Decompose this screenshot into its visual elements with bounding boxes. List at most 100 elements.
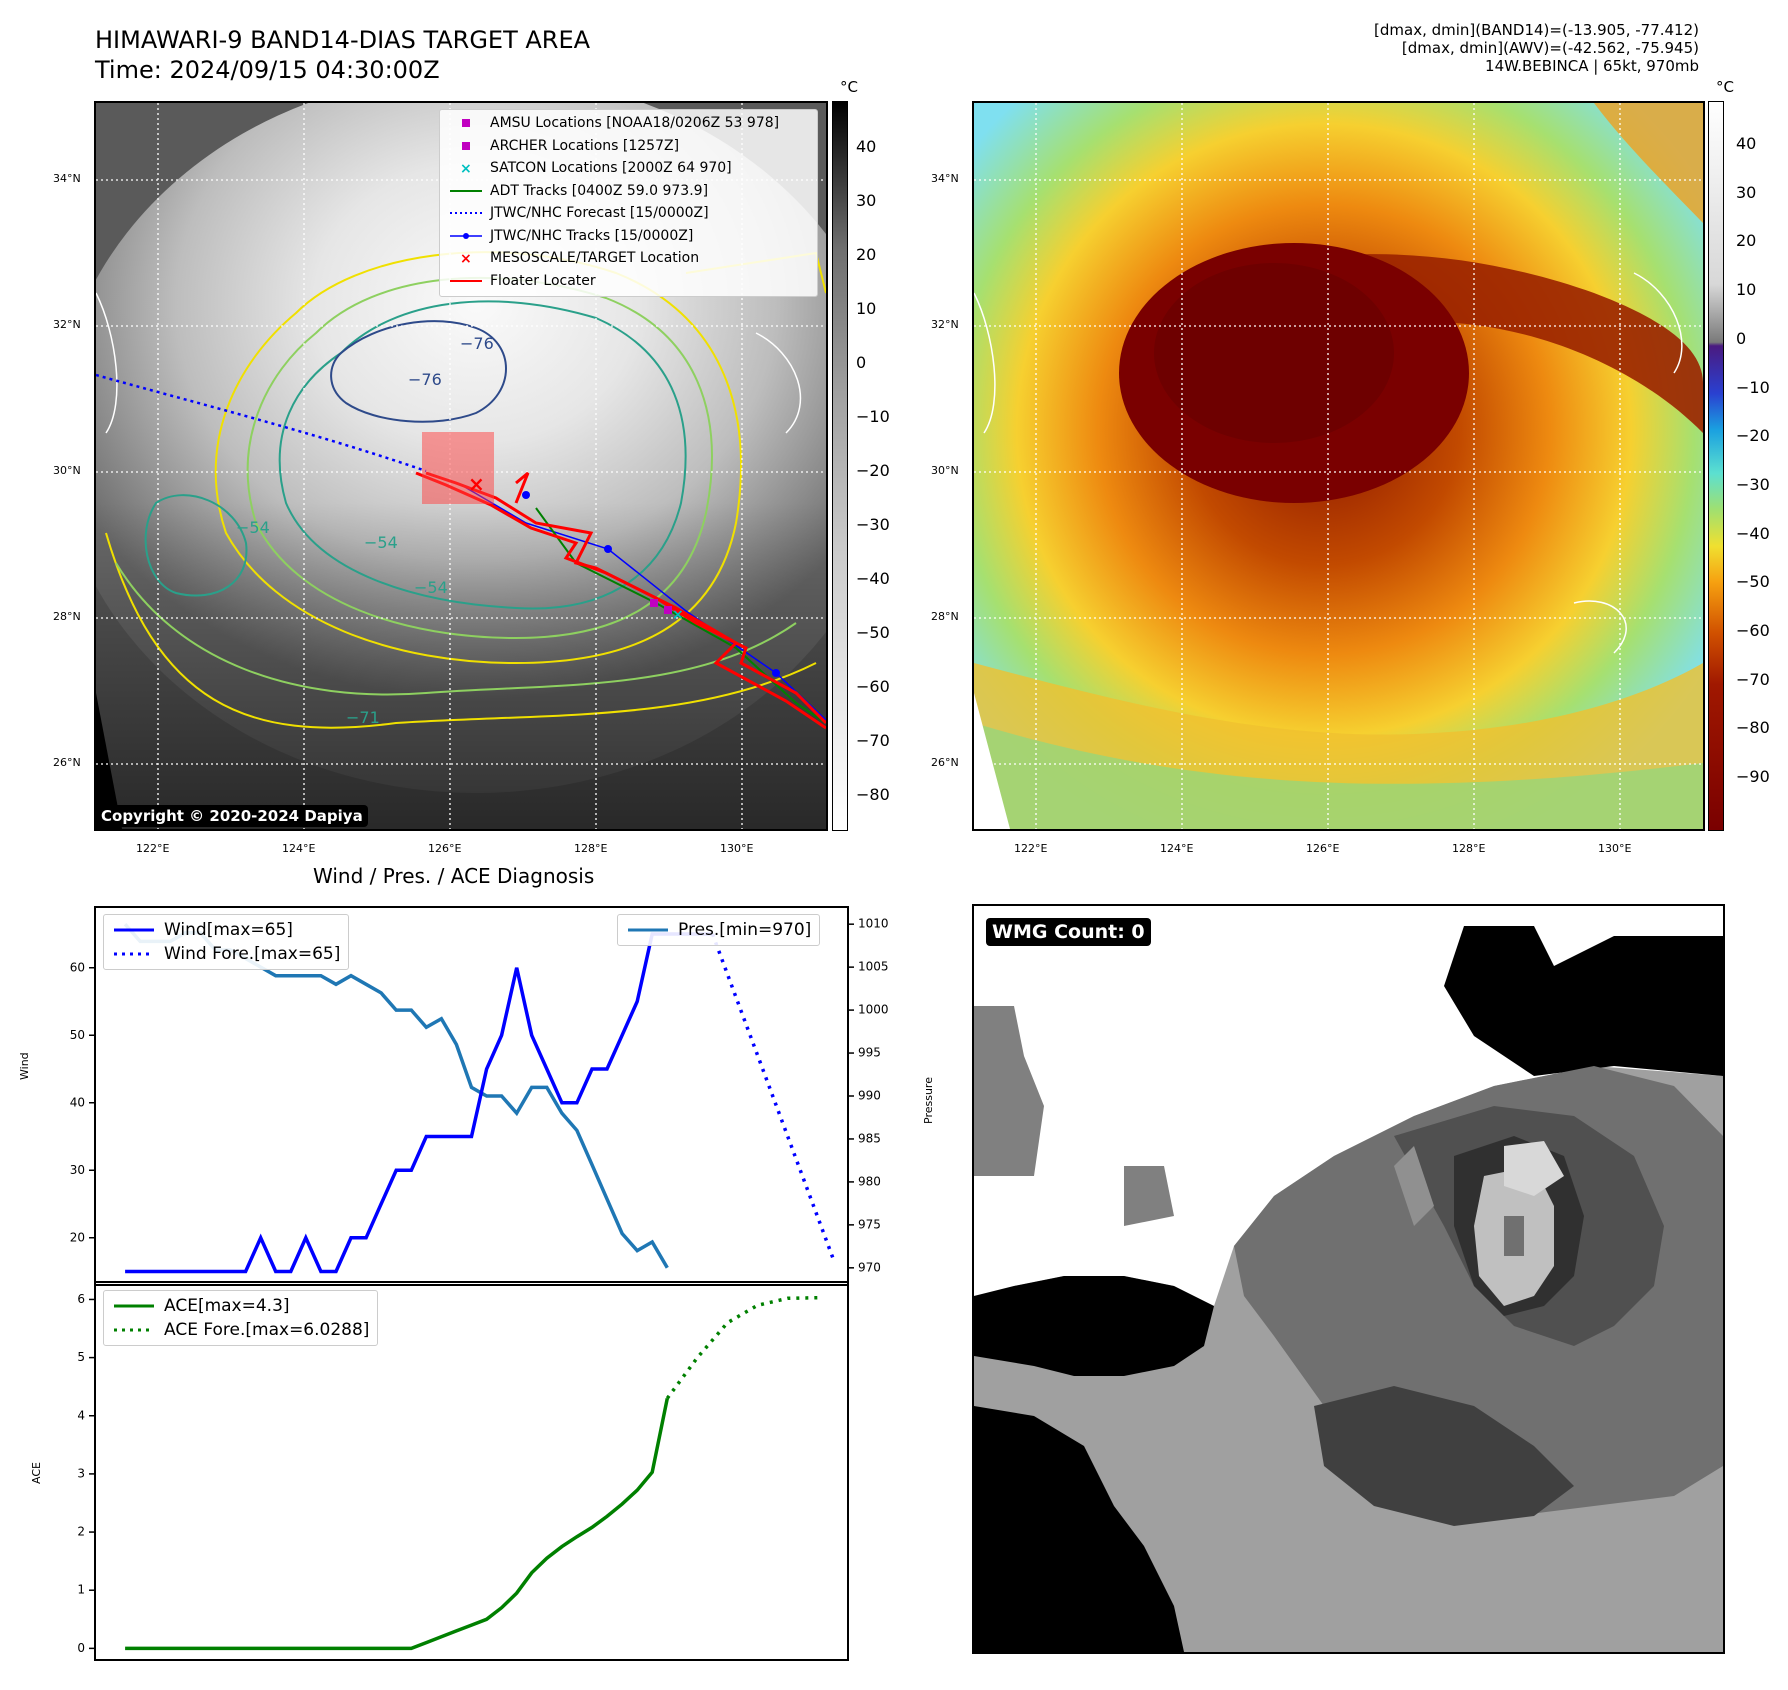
axis-tick-label: −50 xyxy=(1736,572,1770,592)
diagnosis-title: Wind / Pres. / ACE Diagnosis xyxy=(313,864,595,888)
pressure-axis-label: Pressure xyxy=(922,1077,935,1124)
axis-tick-label: 60 xyxy=(70,960,85,974)
awv-map-panel xyxy=(972,101,1705,831)
axis-tick-label: 0 xyxy=(856,353,867,372)
axis-tick-label: −10 xyxy=(856,407,890,426)
axis-tick-label: 980 xyxy=(858,1174,881,1188)
axis-tick-label: 4 xyxy=(77,1408,85,1422)
contour-label: −54 xyxy=(236,518,270,537)
axis-tick-label: −10 xyxy=(1736,377,1770,397)
axis-tick-label: 124°E xyxy=(282,842,316,855)
main-title: HIMAWARI-9 BAND14-DIAS TARGET AREA xyxy=(95,26,591,54)
legend-label: SATCON Locations [2000Z 64 970] xyxy=(490,160,732,176)
satcon-marker: × xyxy=(672,607,684,623)
pressure-legend-label: Pres.[min=970] xyxy=(678,920,812,940)
wmg-svg xyxy=(974,906,1723,1652)
axis-tick-label: 34°N xyxy=(53,172,81,185)
dmax-awv: [dmax, dmin](AWV)=(-42.562, -75.945) xyxy=(1401,39,1699,57)
axis-tick-label: 32°N xyxy=(53,318,81,331)
amsu-archer-markers xyxy=(650,599,672,614)
axis-tick-label: 1010 xyxy=(858,917,889,931)
map-legend: AMSU Locations [NOAA18/0206Z 53 978] ARCH… xyxy=(439,109,818,297)
axis-tick-label: 970 xyxy=(858,1260,881,1274)
colorbar-awv xyxy=(1708,101,1724,831)
axis-tick-label: −80 xyxy=(856,785,890,804)
axis-tick-label: 40 xyxy=(70,1095,85,1109)
ace-legend: ACE[max=4.3] ACE Fore.[max=6.0288] xyxy=(103,1290,379,1346)
axis-tick-label: 130°E xyxy=(720,842,754,855)
axis-tick-label: −70 xyxy=(1736,669,1770,689)
axis-tick-label: −20 xyxy=(1736,426,1770,446)
awv-map-svg xyxy=(974,103,1703,829)
svg-text:×: × xyxy=(460,251,472,265)
ace-series-line xyxy=(125,1397,670,1651)
contour-label: −76 xyxy=(460,334,494,353)
legend-item: Floater Locater xyxy=(448,270,809,293)
diagnosis-chart: 2030405060970975980985990995100010051010… xyxy=(70,906,889,1661)
axis-tick-label: 28°N xyxy=(931,610,959,623)
legend-label: JTWC/NHC Tracks [15/0000Z] xyxy=(490,227,694,244)
legend-symbol xyxy=(448,229,484,243)
wmg-count-badge: WMG Count: 0 xyxy=(986,918,1151,946)
colorbar-gray xyxy=(832,101,848,831)
target-area-box xyxy=(422,432,494,504)
axis-tick-label: 985 xyxy=(858,1131,881,1145)
wind-legend-label: Wind[max=65] xyxy=(164,920,293,940)
legend-symbol: × xyxy=(448,161,484,175)
wind-forecast-series-line xyxy=(710,933,835,1259)
axis-tick-label: −70 xyxy=(856,731,890,750)
axis-tick-label: 3 xyxy=(77,1466,85,1480)
axis-tick-label: −50 xyxy=(856,623,890,642)
axis-tick-label: 1005 xyxy=(858,960,889,974)
ace-fore-legend-item: ACE Fore.[max=6.0288] xyxy=(112,1318,369,1342)
axis-tick-label: 30 xyxy=(856,191,877,210)
legend-symbol: × xyxy=(448,251,484,265)
contour-label: −76 xyxy=(408,370,442,389)
axis-tick-label: 26°N xyxy=(53,756,81,769)
legend-item: × MESOSCALE/TARGET Location xyxy=(448,247,809,270)
axis-tick-label: 990 xyxy=(858,1089,881,1103)
axis-tick-label: 130°E xyxy=(1598,842,1632,855)
contour-label: −54 xyxy=(414,578,448,597)
contour-label: −54 xyxy=(364,533,398,552)
pressure-series-line xyxy=(123,923,669,1269)
axis-tick-label: −60 xyxy=(1736,621,1770,640)
svg-text:×: × xyxy=(460,161,472,175)
jtwc-track xyxy=(457,482,826,721)
legend-item: JTWC/NHC Tracks [15/0000Z] xyxy=(448,225,809,248)
axis-tick-label: 40 xyxy=(856,137,877,156)
axis-tick-label: −20 xyxy=(856,461,890,480)
axis-tick-label: 10 xyxy=(1736,280,1757,300)
axis-tick-label: 30 xyxy=(70,1163,85,1177)
axis-tick-label: −60 xyxy=(856,677,890,696)
axis-tick-label: 2 xyxy=(77,1525,85,1539)
forecast-track xyxy=(96,373,427,473)
axis-tick-label: 126°E xyxy=(1306,842,1340,855)
ace-fore-legend-label: ACE Fore.[max=6.0288] xyxy=(164,1320,370,1340)
axis-tick-label: 122°E xyxy=(1014,842,1048,855)
axis-tick-label: 124°E xyxy=(1160,842,1194,855)
axis-tick-label: 26°N xyxy=(931,756,959,769)
legend-item: AMSU Locations [NOAA18/0206Z 53 978] xyxy=(448,112,809,135)
legend-label: MESOSCALE/TARGET Location xyxy=(490,250,700,266)
legend-symbol xyxy=(448,116,484,130)
legend-label: ADT Tracks [0400Z 59.0 973.9] xyxy=(490,182,709,199)
legend-label: AMSU Locations [NOAA18/0206Z 53 978] xyxy=(490,115,780,131)
target-marker: × xyxy=(468,472,485,496)
legend-item: ADT Tracks [0400Z 59.0 973.9] xyxy=(448,180,809,203)
axis-tick-label: −40 xyxy=(856,569,890,588)
axis-tick-label: 20 xyxy=(1736,231,1757,251)
ace-axes xyxy=(94,1281,849,1661)
storm-info: 14W.BEBINCA | 65kt, 970mb xyxy=(1485,57,1699,75)
legend-label: ARCHER Locations [1257Z] xyxy=(490,137,680,154)
axis-tick-label: 128°E xyxy=(1452,842,1486,855)
legend-symbol xyxy=(448,139,484,153)
axis-tick-label: −80 xyxy=(1736,718,1770,738)
time-label: Time: 2024/09/15 04:30:00Z xyxy=(95,56,440,84)
wind-series-line xyxy=(125,932,713,1274)
axis-tick-label: 34°N xyxy=(931,172,959,185)
copyright-badge: Copyright © 2020-2024 Dapiya xyxy=(96,805,368,827)
axis-tick-label: 20 xyxy=(70,1230,85,1244)
dmax-band14: [dmax, dmin](BAND14)=(-13.905, -77.412) xyxy=(1374,21,1699,39)
axis-tick-label: −30 xyxy=(856,515,890,534)
